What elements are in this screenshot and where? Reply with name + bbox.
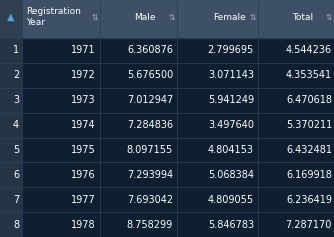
Text: 8.097155: 8.097155 (127, 145, 173, 155)
Text: 6.236419: 6.236419 (286, 195, 332, 205)
Text: 6.169918: 6.169918 (286, 170, 332, 180)
Text: 6.360876: 6.360876 (127, 46, 173, 55)
Text: 3.071143: 3.071143 (208, 70, 254, 80)
Bar (0, 38, 334, 63)
Text: 5.676500: 5.676500 (127, 70, 173, 80)
Text: 4: 4 (13, 120, 19, 130)
Bar (0, 0, 334, 38)
Text: 1974: 1974 (71, 120, 96, 130)
Text: ⇅: ⇅ (250, 13, 256, 22)
Text: 7.284836: 7.284836 (127, 120, 173, 130)
Text: 2: 2 (13, 70, 19, 80)
Bar (0, 212, 22, 237)
Text: 7.293994: 7.293994 (127, 170, 173, 180)
Text: 7: 7 (13, 195, 19, 205)
Bar (0, 0, 22, 38)
Bar (0, 162, 334, 187)
Bar (0, 63, 334, 88)
Text: Male: Male (135, 13, 156, 22)
Text: 8: 8 (13, 219, 19, 230)
Text: 6: 6 (13, 170, 19, 180)
Text: 4.544236: 4.544236 (286, 46, 332, 55)
Text: 1971: 1971 (71, 46, 96, 55)
Text: 7.693042: 7.693042 (127, 195, 173, 205)
Text: Female: Female (213, 13, 246, 22)
Bar (0, 187, 22, 212)
Text: 2.799695: 2.799695 (208, 46, 254, 55)
Text: 1978: 1978 (71, 219, 96, 230)
Bar (0, 88, 22, 113)
Bar (0, 113, 334, 137)
Text: 3.497640: 3.497640 (208, 120, 254, 130)
Text: 1973: 1973 (71, 95, 96, 105)
Text: 5.068384: 5.068384 (208, 170, 254, 180)
Bar (0, 63, 22, 88)
Text: 7.012947: 7.012947 (127, 95, 173, 105)
Text: 3: 3 (13, 95, 19, 105)
Text: 1976: 1976 (71, 170, 96, 180)
Bar (0, 162, 22, 187)
Text: 4.353541: 4.353541 (286, 70, 332, 80)
Text: 5.941249: 5.941249 (208, 95, 254, 105)
Bar (0, 212, 334, 237)
Text: 5: 5 (13, 145, 19, 155)
Text: 6.432481: 6.432481 (286, 145, 332, 155)
Text: 5.370211: 5.370211 (286, 120, 332, 130)
Text: Total: Total (292, 13, 313, 22)
Bar (0, 38, 22, 63)
Text: 1: 1 (13, 46, 19, 55)
Text: 1972: 1972 (71, 70, 96, 80)
Text: ▲: ▲ (7, 12, 15, 22)
Text: ⇅: ⇅ (169, 13, 175, 22)
Text: Registration
Year: Registration Year (26, 7, 81, 27)
Text: ⇅: ⇅ (92, 13, 98, 22)
Text: 7.287170: 7.287170 (286, 219, 332, 230)
Bar (0, 113, 22, 137)
Bar (0, 88, 334, 113)
Text: 4.809055: 4.809055 (208, 195, 254, 205)
Text: 6.470618: 6.470618 (286, 95, 332, 105)
Text: 1977: 1977 (71, 195, 96, 205)
Text: ⇅: ⇅ (326, 13, 332, 22)
Bar (0, 187, 334, 212)
Text: 5.846783: 5.846783 (208, 219, 254, 230)
Text: 8.758299: 8.758299 (127, 219, 173, 230)
Text: 1975: 1975 (71, 145, 96, 155)
Bar (0, 137, 334, 162)
Bar (0, 137, 22, 162)
Text: 4.804153: 4.804153 (208, 145, 254, 155)
